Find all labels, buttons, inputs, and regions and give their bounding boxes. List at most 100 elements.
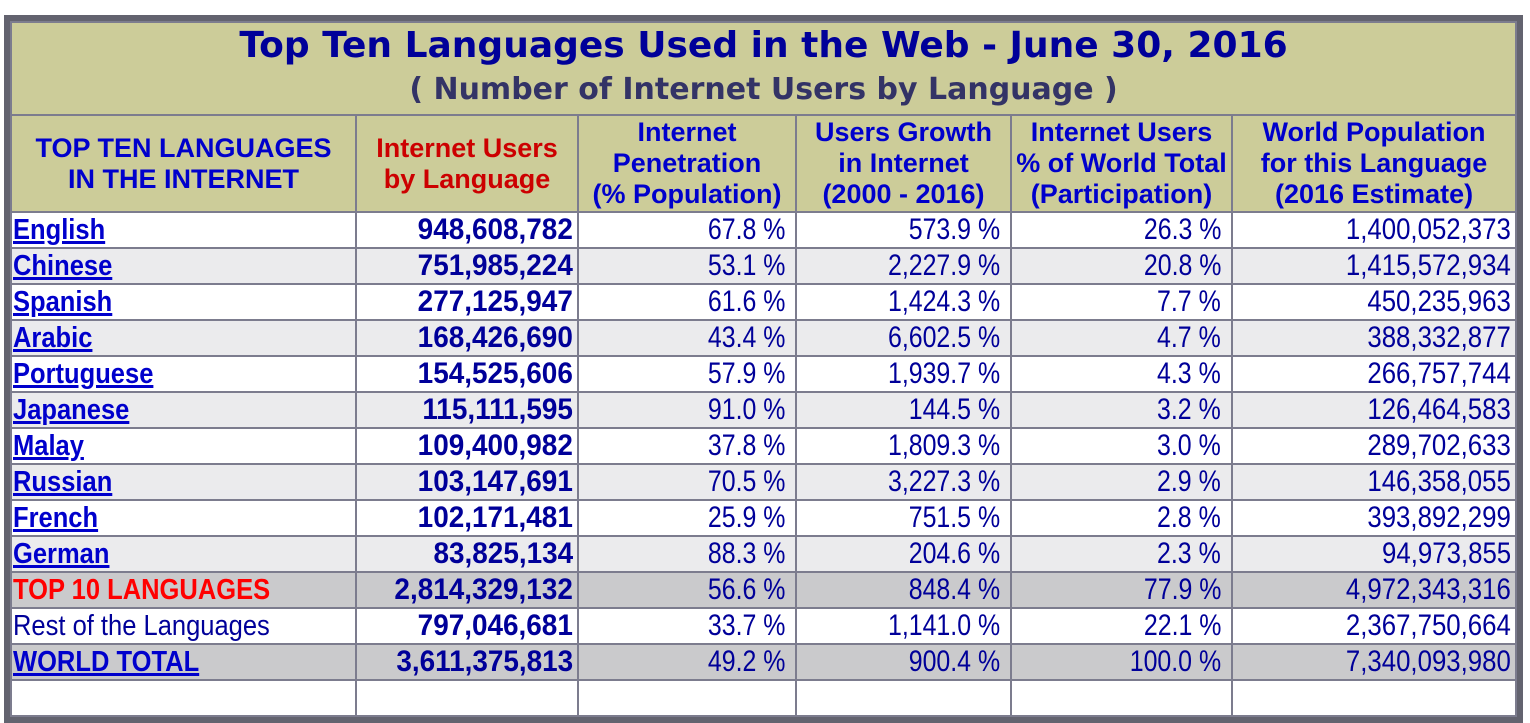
population-cell: 4,972,343,316	[1233, 573, 1516, 607]
users-cell	[357, 681, 577, 715]
language-cell: German	[12, 537, 355, 571]
users-cell: 168,426,690	[357, 321, 577, 355]
population-cell: 126,464,583	[1233, 393, 1516, 427]
penetration-cell: 70.5 %	[579, 465, 795, 499]
growth-cell: 6,602.5 %	[797, 321, 1010, 355]
users-cell: 2,814,329,132	[357, 573, 577, 607]
language-cell: Russian	[12, 465, 355, 499]
population-cell: 289,702,633	[1233, 429, 1516, 463]
share-cell	[1012, 681, 1231, 715]
language-cell: Spanish	[12, 285, 355, 319]
growth-cell: 751.5 %	[797, 501, 1010, 535]
penetration-cell: 49.2 %	[579, 645, 795, 679]
language-label: Rest of the Languages	[13, 609, 270, 642]
penetration-cell: 67.8 %	[579, 213, 795, 247]
language-cell: English	[12, 213, 355, 247]
growth-cell: 3,227.3 %	[797, 465, 1010, 499]
table-row: English 948,608,782 67.8 % 573.9 % 26.3 …	[12, 213, 1516, 247]
share-cell: 4.3 %	[1012, 357, 1231, 391]
growth-cell: 1,141.0 %	[797, 609, 1010, 643]
column-header-row: TOP TEN LANGUAGES IN THE INTERNET Interne…	[12, 116, 1516, 211]
language-link[interactable]: Spanish	[13, 285, 113, 318]
penetration-cell: 56.6 %	[579, 573, 795, 607]
share-cell: 77.9 %	[1012, 573, 1231, 607]
users-cell: 277,125,947	[357, 285, 577, 319]
population-cell: 1,400,052,373	[1233, 213, 1516, 247]
language-link[interactable]: Japanese	[13, 393, 130, 426]
users-cell: 109,400,982	[357, 429, 577, 463]
table-row: German 83,825,134 88.3 % 204.6 % 2.3 % 9…	[12, 537, 1516, 571]
language-cell: WORLD TOTAL	[12, 645, 355, 679]
penetration-cell: 91.0 %	[579, 393, 795, 427]
growth-cell: 2,227.9 %	[797, 249, 1010, 283]
title-cell: Top Ten Languages Used in the Web - June…	[12, 23, 1516, 114]
language-link[interactable]: Portuguese	[13, 357, 154, 390]
table-row: WORLD TOTAL 3,611,375,813 49.2 % 900.4 %…	[12, 645, 1516, 679]
language-cell: Arabic	[12, 321, 355, 355]
penetration-cell: 37.8 %	[579, 429, 795, 463]
population-cell: 393,892,299	[1233, 501, 1516, 535]
language-cell	[12, 681, 355, 715]
table-row: TOP 10 LANGUAGES 2,814,329,132 56.6 % 84…	[12, 573, 1516, 607]
users-cell: 751,985,224	[357, 249, 577, 283]
language-link[interactable]: WORLD TOTAL	[13, 645, 200, 678]
population-cell: 266,757,744	[1233, 357, 1516, 391]
share-cell: 2.8 %	[1012, 501, 1231, 535]
partial-row	[12, 681, 1516, 715]
users-cell: 115,111,595	[357, 393, 577, 427]
language-link[interactable]: Malay	[13, 429, 84, 462]
penetration-cell: 25.9 %	[579, 501, 795, 535]
table-row: Japanese 115,111,595 91.0 % 144.5 % 3.2 …	[12, 393, 1516, 427]
language-cell: French	[12, 501, 355, 535]
population-cell: 94,973,855	[1233, 537, 1516, 571]
share-cell: 2.3 %	[1012, 537, 1231, 571]
table-row: Russian 103,147,691 70.5 % 3,227.3 % 2.9…	[12, 465, 1516, 499]
column-header-population: World Population for this Language (2016…	[1233, 116, 1516, 211]
population-cell	[1233, 681, 1516, 715]
language-link[interactable]: Arabic	[13, 321, 93, 354]
population-cell: 2,367,750,664	[1233, 609, 1516, 643]
share-cell: 22.1 %	[1012, 609, 1231, 643]
language-link[interactable]: French	[13, 501, 99, 534]
population-cell: 7,340,093,980	[1233, 645, 1516, 679]
growth-cell	[797, 681, 1010, 715]
share-cell: 2.9 %	[1012, 465, 1231, 499]
share-cell: 3.2 %	[1012, 393, 1231, 427]
language-link[interactable]: Chinese	[13, 249, 113, 282]
growth-cell: 848.4 %	[797, 573, 1010, 607]
language-cell: Chinese	[12, 249, 355, 283]
users-cell: 83,825,134	[357, 537, 577, 571]
users-cell: 154,525,606	[357, 357, 577, 391]
penetration-cell: 43.4 %	[579, 321, 795, 355]
language-link[interactable]: German	[13, 537, 110, 570]
column-header-growth: Users Growth in Internet (2000 - 2016)	[797, 116, 1010, 211]
table-row: Chinese 751,985,224 53.1 % 2,227.9 % 20.…	[12, 249, 1516, 283]
users-cell: 797,046,681	[357, 609, 577, 643]
table-row: Arabic 168,426,690 43.4 % 6,602.5 % 4.7 …	[12, 321, 1516, 355]
growth-cell: 1,939.7 %	[797, 357, 1010, 391]
share-cell: 20.8 %	[1012, 249, 1231, 283]
users-cell: 3,611,375,813	[357, 645, 577, 679]
column-header-share: Internet Users % of World Total (Partici…	[1012, 116, 1231, 211]
language-cell: TOP 10 LANGUAGES	[12, 573, 355, 607]
share-cell: 4.7 %	[1012, 321, 1231, 355]
language-cell: Rest of the Languages	[12, 609, 355, 643]
penetration-cell: 53.1 %	[579, 249, 795, 283]
growth-cell: 144.5 %	[797, 393, 1010, 427]
table-row: Spanish 277,125,947 61.6 % 1,424.3 % 7.7…	[12, 285, 1516, 319]
language-link[interactable]: English	[13, 213, 106, 246]
users-cell: 948,608,782	[357, 213, 577, 247]
growth-cell: 1,424.3 %	[797, 285, 1010, 319]
growth-cell: 573.9 %	[797, 213, 1010, 247]
language-label: TOP 10 LANGUAGES	[13, 573, 271, 606]
share-cell: 3.0 %	[1012, 429, 1231, 463]
language-link[interactable]: Russian	[13, 465, 113, 498]
penetration-cell: 33.7 %	[579, 609, 795, 643]
population-cell: 146,358,055	[1233, 465, 1516, 499]
table-row: Rest of the Languages 797,046,681 33.7 %…	[12, 609, 1516, 643]
share-cell: 100.0 %	[1012, 645, 1231, 679]
share-cell: 7.7 %	[1012, 285, 1231, 319]
users-cell: 102,171,481	[357, 501, 577, 535]
language-cell: Portuguese	[12, 357, 355, 391]
column-header-penetration: Internet Penetration (% Population)	[579, 116, 795, 211]
